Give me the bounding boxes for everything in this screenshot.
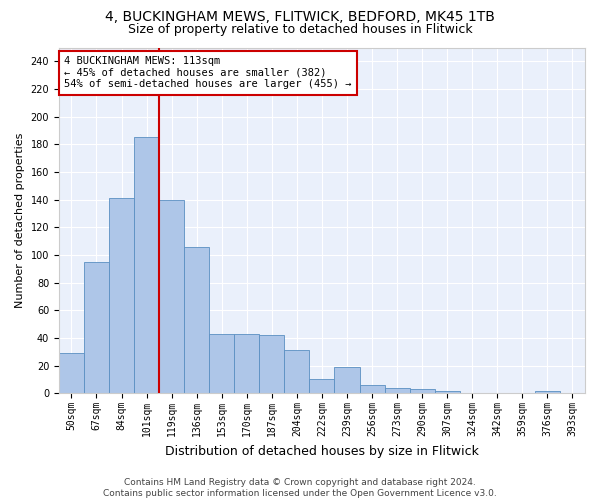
Bar [434, 390, 460, 394]
Bar [334, 367, 359, 394]
Bar [410, 389, 434, 394]
Text: 4 BUCKINGHAM MEWS: 113sqm
← 45% of detached houses are smaller (382)
54% of semi: 4 BUCKINGHAM MEWS: 113sqm ← 45% of detac… [64, 56, 352, 90]
Text: Contains HM Land Registry data © Crown copyright and database right 2024.
Contai: Contains HM Land Registry data © Crown c… [103, 478, 497, 498]
Bar [159, 200, 184, 394]
Bar [134, 138, 159, 394]
Bar [385, 388, 410, 394]
Bar [109, 198, 134, 394]
Bar [284, 350, 310, 394]
Bar [59, 353, 84, 394]
Text: Size of property relative to detached houses in Flitwick: Size of property relative to detached ho… [128, 22, 472, 36]
Bar [234, 334, 259, 394]
X-axis label: Distribution of detached houses by size in Flitwick: Distribution of detached houses by size … [165, 444, 479, 458]
Bar [259, 335, 284, 394]
Bar [359, 385, 385, 394]
Bar [310, 380, 334, 394]
Bar [184, 246, 209, 394]
Y-axis label: Number of detached properties: Number of detached properties [15, 132, 25, 308]
Bar [209, 334, 234, 394]
Bar [84, 262, 109, 394]
Bar [535, 390, 560, 394]
Text: 4, BUCKINGHAM MEWS, FLITWICK, BEDFORD, MK45 1TB: 4, BUCKINGHAM MEWS, FLITWICK, BEDFORD, M… [105, 10, 495, 24]
